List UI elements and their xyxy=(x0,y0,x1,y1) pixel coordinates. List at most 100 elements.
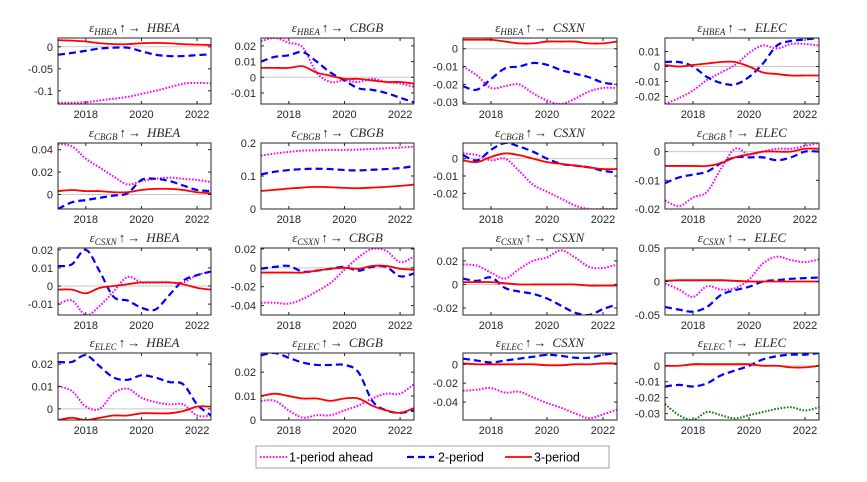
x-tick-label: 2018 xyxy=(277,425,301,437)
plot-area xyxy=(58,38,211,104)
x-tick-label: 2022 xyxy=(793,109,817,121)
shock-subscript: HBEA xyxy=(701,27,725,37)
series-line-2-period xyxy=(261,353,414,414)
right-arrow-icon: → xyxy=(534,125,547,140)
panel-title: εELEC ↑ → HBEA xyxy=(90,335,180,352)
right-arrow-icon: → xyxy=(127,230,140,245)
right-arrow-icon: → xyxy=(533,335,546,350)
up-arrow-icon: ↑ xyxy=(727,230,734,245)
x-tick-label: 2018 xyxy=(479,320,503,332)
y-tick-label: -0.04 xyxy=(433,397,458,409)
plot-area xyxy=(261,143,414,209)
x-tick-label: 2020 xyxy=(129,109,153,121)
y-tick-label: -0.03 xyxy=(635,409,660,421)
y-tick-label: 0 xyxy=(452,359,458,371)
up-arrow-icon: ↑ xyxy=(119,230,126,245)
right-arrow-icon: → xyxy=(128,20,141,35)
epsilon-symbol: ε xyxy=(90,335,96,350)
x-tick-label: 2020 xyxy=(332,109,356,121)
epsilon-symbol: ε xyxy=(292,20,298,35)
epsilon-symbol: ε xyxy=(292,335,298,350)
x-tick-label: 2022 xyxy=(185,109,209,121)
x-tick-label: 2022 xyxy=(591,320,615,332)
x-tick-label: 2022 xyxy=(793,320,817,332)
series-line-2-period xyxy=(665,353,819,388)
shock-subscript: ELEC xyxy=(702,342,726,352)
axes-box xyxy=(57,142,212,210)
x-tick-label: 2018 xyxy=(681,214,705,226)
y-tick-label: 0 xyxy=(250,263,256,275)
y-tick-label: -0.02 xyxy=(635,204,660,216)
series-line-3-period xyxy=(463,281,617,287)
x-tick-label: 2022 xyxy=(185,425,209,437)
y-tick-label: 0.1 xyxy=(241,171,256,183)
y-tick-label: -0.02 xyxy=(433,378,458,390)
series-line-2-period xyxy=(261,165,414,176)
response-variable: CBGB xyxy=(349,335,383,350)
x-tick-label: 2018 xyxy=(74,320,98,332)
x-tick-label: 2018 xyxy=(74,214,98,226)
epsilon-symbol: ε xyxy=(292,230,298,245)
x-tick-label: 2018 xyxy=(74,109,98,121)
up-arrow-icon: ↑ xyxy=(322,20,329,35)
x-tick-label: 2022 xyxy=(388,320,412,332)
x-tick-label: 2022 xyxy=(591,425,615,437)
shock-subscript: ELEC xyxy=(94,342,118,352)
x-tick-label: 2022 xyxy=(388,425,412,437)
x-tick-label: 2020 xyxy=(129,320,153,332)
x-tick-label: 2022 xyxy=(388,214,412,226)
y-tick-label: -0.01 xyxy=(28,299,53,311)
panel-title: εELEC ↑ → CBGB xyxy=(292,335,383,352)
y-tick-label: 0 xyxy=(47,281,53,293)
x-tick-label: 2020 xyxy=(737,214,761,226)
series-line-1-period-ahead xyxy=(665,42,819,104)
response-variable: HBEA xyxy=(145,230,179,245)
y-tick-label: 0 xyxy=(452,44,458,56)
series-line-2-period xyxy=(58,46,211,58)
series-line-2-period xyxy=(58,248,211,312)
axes-box xyxy=(664,37,820,105)
panel-csxn-to-hbea: 2018 2020 2022 0.02 0.01 0 -0.01 εCSXN ↑ → HBEA xyxy=(28,230,212,332)
series-line-1-period-ahead xyxy=(463,152,617,209)
panel-title: εCBGB ↑ → CBGB xyxy=(291,125,383,142)
y-tick-label: 0.02 xyxy=(437,256,458,268)
y-tick-label: 0 xyxy=(452,279,458,291)
panel-title: εCSXN ↑ → CBGB xyxy=(292,230,383,247)
right-arrow-icon: → xyxy=(735,230,748,245)
shock-subscript: CBGB xyxy=(94,132,118,142)
response-variable: HBEA xyxy=(146,20,180,35)
y-tick-label: 0.01 xyxy=(639,47,660,59)
series-line-3-period xyxy=(463,362,617,367)
right-arrow-icon: → xyxy=(128,125,141,140)
series-line-2-period xyxy=(665,276,819,313)
y-tick-label: 0 xyxy=(654,361,660,373)
x-tick-label: 2022 xyxy=(793,425,817,437)
response-variable: ELEC xyxy=(754,20,787,35)
panel-cbgb-to-hbea: 2018 2020 2022 0.04 0.02 0 εCBGB ↑ → HBEA xyxy=(32,125,212,226)
series-line-3-period xyxy=(58,187,211,195)
y-tick-label: -0.01 xyxy=(635,175,660,187)
series-line-1-period-ahead xyxy=(261,383,414,419)
x-tick-label: 2022 xyxy=(185,214,209,226)
response-variable: ELEC xyxy=(753,230,786,245)
right-arrow-icon: → xyxy=(331,125,344,140)
x-tick-label: 2020 xyxy=(129,214,153,226)
up-arrow-icon: ↑ xyxy=(525,230,532,245)
y-tick-label: -0.02 xyxy=(433,79,458,91)
up-arrow-icon: ↑ xyxy=(119,20,126,35)
y-tick-label: -0.02 xyxy=(433,188,458,200)
x-tick-label: 2018 xyxy=(479,214,503,226)
axes-box xyxy=(462,247,618,316)
series-line-1-period-ahead xyxy=(665,255,819,298)
y-tick-label: 0 xyxy=(452,154,458,166)
series-line-2-period xyxy=(463,61,617,92)
series-line-3-period xyxy=(261,183,414,192)
y-tick-label: 0.02 xyxy=(32,245,53,257)
y-tick-label: 0 xyxy=(654,147,660,159)
panel-elec-to-hbea: 2018 2020 2022 0.02 0.01 0 εELEC ↑ → HBEA xyxy=(32,335,212,437)
x-tick-label: 2022 xyxy=(793,214,817,226)
axes-box xyxy=(260,37,415,105)
